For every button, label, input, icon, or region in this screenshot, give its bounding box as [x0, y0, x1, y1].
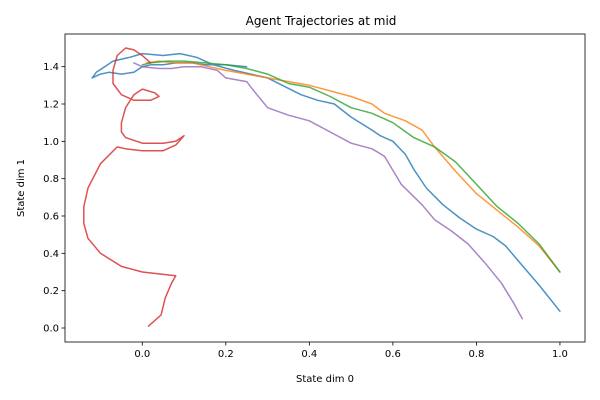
axes-frame	[64, 33, 586, 343]
x-tick-label: 0.4	[301, 349, 317, 360]
x-axis-label: State dim 0	[296, 374, 354, 385]
x-tick-label: 0.0	[134, 349, 150, 360]
trajectory-line-3	[141, 60, 561, 273]
plot-area	[64, 33, 586, 343]
y-tick-label: 0.4	[43, 249, 59, 260]
y-tick-label: 1.4	[43, 62, 59, 73]
y-axis-ticks: 0.0 0.2 0.4 0.6 0.8 1.0 1.2 1.4	[43, 62, 65, 335]
series-group	[83, 47, 561, 327]
x-tick-label: 0.8	[468, 349, 484, 360]
x-tick-label: 0.6	[385, 349, 401, 360]
y-tick-label: 1.0	[43, 137, 59, 148]
y-tick-label: 0.8	[43, 174, 59, 185]
x-axis-ticks: 0.0 0.2 0.4 0.6 0.8 1.0	[134, 342, 568, 360]
trajectory-line-5	[133, 62, 524, 320]
chart-title: Agent Trajectories at mid	[246, 14, 397, 28]
y-tick-label: 1.2	[43, 100, 59, 111]
y-axis-label: State dim 1	[16, 159, 27, 217]
x-tick-label: 1.0	[552, 349, 568, 360]
x-tick-label: 0.2	[218, 349, 234, 360]
trajectory-line-4	[83, 47, 185, 327]
y-tick-label: 0.0	[43, 324, 59, 335]
trajectory-line-2	[145, 60, 561, 273]
y-tick-label: 0.6	[43, 212, 59, 223]
y-tick-label: 0.2	[43, 286, 59, 297]
